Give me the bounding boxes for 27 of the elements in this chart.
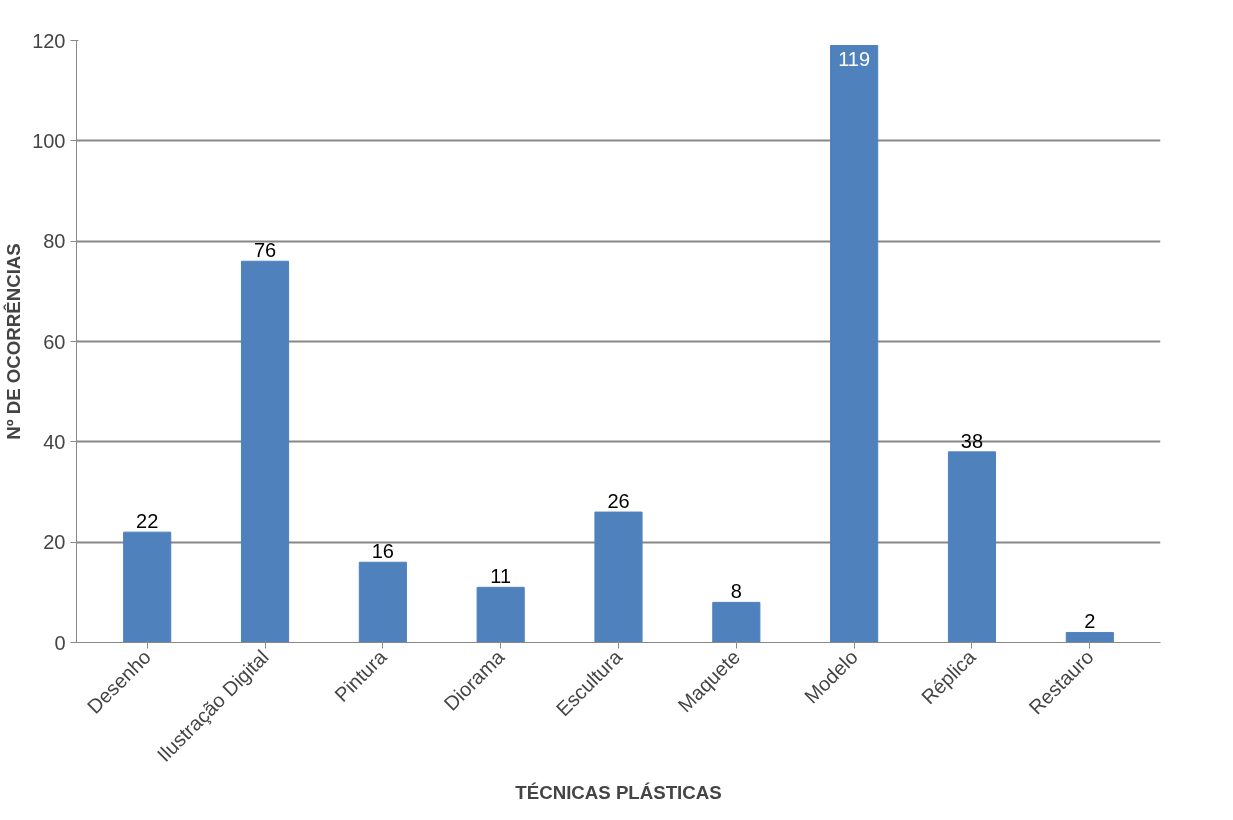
data-label: 11 [490,565,512,588]
y-tick-label: 80 [43,230,66,253]
bar [1065,631,1114,643]
data-label: 76 [253,239,277,262]
data-label: 26 [607,490,630,513]
y-tick-label: 0 [54,631,66,654]
data-label: 119 [838,47,871,70]
y-tick-label: 120 [32,29,66,52]
y-tick-label: 100 [32,129,66,152]
bar [476,586,525,643]
data-label: 8 [730,580,742,603]
bar [830,45,879,643]
y-axis-title: Nº DE OCORRÊNCIAS [3,243,25,440]
bar [123,531,172,643]
bar [594,511,643,643]
data-label: 38 [960,429,984,452]
y-tick-label: 40 [43,430,66,453]
data-label: 22 [136,510,159,533]
data-label: 16 [371,540,394,563]
bar [947,451,997,643]
bar [358,561,407,643]
y-tick-label: 60 [43,330,66,353]
bar [240,260,290,643]
x-axis-title: TÉCNICAS PLÁSTICAS [515,781,722,803]
data-label: 2 [1084,610,1096,633]
bar [712,601,761,643]
y-tick-label: 20 [43,531,66,554]
